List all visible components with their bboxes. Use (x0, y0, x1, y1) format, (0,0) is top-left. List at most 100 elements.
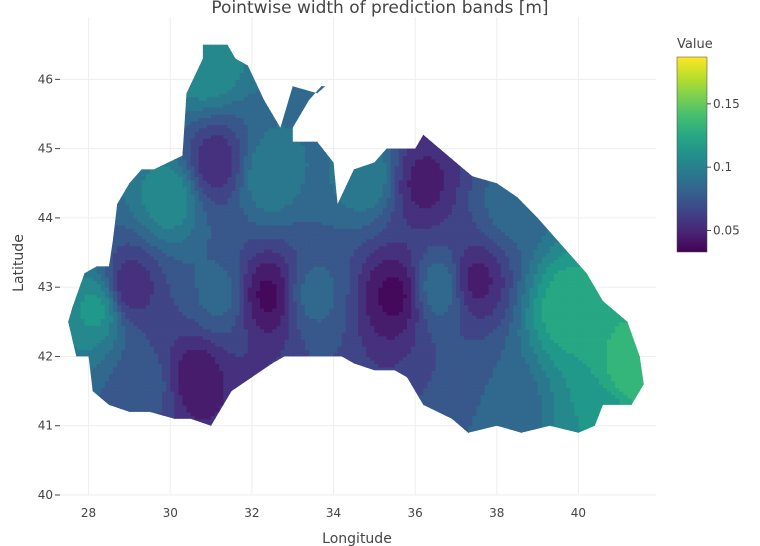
contour-cell (194, 377, 200, 382)
contour-cell (521, 335, 526, 340)
contour-cell (386, 425, 392, 430)
contour-cell (492, 359, 498, 364)
contour-cell (521, 398, 526, 403)
contour-cell (370, 363, 375, 368)
contour-cell (113, 332, 118, 337)
contour-cell (239, 408, 245, 413)
contour-cell (251, 384, 257, 389)
contour-cell (333, 335, 339, 340)
contour-cell (206, 394, 212, 399)
contour-cell (145, 404, 151, 409)
contour-cell (513, 422, 518, 427)
contour-cell (574, 370, 580, 375)
contour-cell (362, 346, 367, 351)
contour-cell (386, 411, 392, 416)
contour-cell (394, 346, 400, 351)
contour-cell (639, 418, 644, 423)
contour-cell (272, 384, 277, 389)
contour-cell (525, 335, 531, 340)
contour-cell (468, 394, 473, 399)
contour-cell (521, 408, 526, 413)
contour-cell (468, 387, 473, 392)
contour-cell (398, 349, 404, 354)
contour-cell (219, 318, 224, 323)
contour-cell (451, 373, 457, 378)
contour-cell (325, 425, 331, 430)
contour-cell (133, 429, 139, 433)
contour-cell (427, 404, 433, 409)
contour-cell (513, 411, 518, 416)
contour-cell (521, 380, 526, 385)
contour-cell (337, 359, 343, 364)
contour-cell (648, 343, 653, 347)
contour-cell (276, 408, 282, 413)
contour-cell (623, 321, 629, 326)
contour-cell (562, 342, 567, 347)
contour-cell (602, 349, 608, 354)
contour-cell (284, 377, 290, 382)
contour-cell (321, 352, 326, 358)
contour-cell (313, 391, 318, 396)
contour-cell (598, 408, 604, 413)
contour-cell (72, 429, 77, 433)
contour-cell (141, 363, 147, 368)
contour-cell (415, 394, 420, 399)
contour-cell (280, 370, 286, 375)
contour-cell (211, 411, 216, 416)
contour-cell (243, 411, 249, 416)
contour-cell (578, 436, 583, 440)
contour-cell (239, 332, 245, 337)
contour-cell (406, 370, 412, 375)
contour-cell (455, 425, 461, 430)
contour-cell (370, 318, 375, 323)
contour-cell (517, 398, 522, 403)
contour-cell (386, 401, 392, 406)
contour-cell (166, 398, 171, 403)
contour-cell (88, 339, 94, 344)
contour-cell (125, 373, 130, 378)
contour-cell (264, 332, 269, 337)
contour-cell (341, 401, 347, 406)
contour-cell (76, 429, 82, 433)
contour-cell (513, 384, 518, 389)
contour-cell (215, 432, 220, 433)
contour-cell (398, 425, 404, 430)
contour-cell (72, 404, 77, 409)
contour-cell (480, 394, 486, 399)
contour-cell (264, 425, 269, 430)
contour-cell (598, 429, 604, 433)
contour-cell (586, 425, 592, 430)
contour-cell (133, 346, 139, 351)
contour-cell (390, 408, 396, 413)
contour-cell (219, 432, 224, 433)
contour-cell (549, 321, 555, 326)
contour-cell (631, 325, 637, 330)
contour-cell (235, 398, 241, 403)
contour-cell (607, 391, 612, 396)
contour-cell (162, 339, 167, 344)
contour-cell (88, 352, 94, 358)
contour-cell (582, 339, 588, 344)
contour-cell (353, 425, 359, 430)
contour-cell (378, 339, 384, 344)
contour-cell (533, 359, 539, 364)
contour-cell (464, 325, 469, 330)
contour-cell (68, 332, 69, 337)
contour-cell (549, 366, 555, 371)
contour-cell (68, 325, 69, 330)
contour-cell (500, 339, 506, 344)
contour-cell (202, 387, 208, 392)
contour-cell (419, 356, 424, 361)
contour-cell (321, 377, 326, 382)
contour-bands (68, 44, 653, 440)
contour-cell (321, 332, 326, 337)
contour-cell (174, 328, 179, 333)
contour-cell (411, 356, 416, 361)
contour-cell (206, 356, 212, 361)
contour-cell (296, 321, 302, 326)
contour-cell (268, 387, 273, 392)
contour-cell (488, 387, 494, 392)
contour-cell (415, 418, 420, 423)
contour-cell (108, 408, 114, 413)
contour-cell (423, 394, 428, 399)
